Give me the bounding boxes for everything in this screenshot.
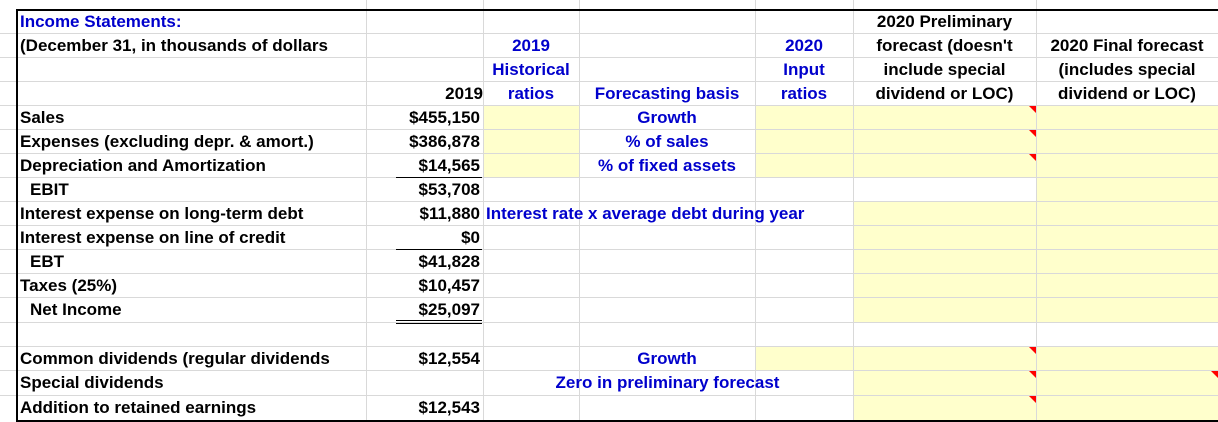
col-header-prelim-4: dividend or LOC) xyxy=(875,84,1014,103)
final-forecast-cells-top[interactable] xyxy=(1037,177,1218,201)
row-label-common-dividends: Common dividends (regular dividends xyxy=(20,349,330,368)
col-header-input-3: ratios xyxy=(780,84,828,103)
underline-net-income-1 xyxy=(396,320,482,321)
sheet-subtitle: (December 31, in thousands of dollars xyxy=(20,36,328,55)
col-header-hist-3: ratios xyxy=(507,84,555,103)
row-label-ebit: EBIT xyxy=(30,180,69,199)
basis-special-dividends: Zero in preliminary forecast xyxy=(555,373,780,392)
col-header-prelim-1: 2020 Preliminary xyxy=(876,12,1013,31)
col-header-final-1: 2020 Final forecast xyxy=(1050,36,1204,55)
forecast-cells-mid[interactable] xyxy=(853,201,1218,322)
value-expenses[interactable]: $386,878 xyxy=(409,132,480,151)
comment-marker-depreciation[interactable] xyxy=(1029,154,1036,161)
sheet-title: Income Statements: xyxy=(20,12,182,31)
row-label-depreciation: Depreciation and Amortization xyxy=(20,156,266,175)
input-ratio-cells[interactable] xyxy=(755,106,853,177)
forecast-cells-dividends[interactable] xyxy=(853,347,1218,422)
row-label-ebt: EBT xyxy=(30,252,64,271)
value-ebt[interactable]: $41,828 xyxy=(418,252,480,271)
comment-marker-special-final[interactable] xyxy=(1211,371,1218,378)
basis-common-dividends: Growth xyxy=(637,349,697,368)
value-interest-ltd[interactable]: $11,880 xyxy=(419,204,480,223)
row-label-interest-loc: Interest expense on line of credit xyxy=(20,228,286,247)
col-header-hist-2: Historical xyxy=(492,60,570,79)
col-header-hist-1: 2019 xyxy=(512,36,550,55)
comment-marker-special[interactable] xyxy=(1029,371,1036,378)
row-label-net-income: Net Income xyxy=(30,300,122,319)
value-net-income[interactable]: $25,097 xyxy=(418,300,480,319)
comment-marker-sales[interactable] xyxy=(1029,106,1036,113)
row-label-expenses: Expenses (excluding depr. & amort.) xyxy=(20,132,314,151)
value-depreciation[interactable]: $14,565 xyxy=(418,156,480,175)
row-label-taxes: Taxes (25%) xyxy=(20,276,118,295)
col-header-input-1: 2020 xyxy=(785,36,823,55)
basis-interest-ltd: Interest rate x average debt during year xyxy=(486,204,805,223)
col-header-final-2: (includes special xyxy=(1058,60,1196,79)
basis-expenses: % of sales xyxy=(625,132,709,151)
comment-marker-retained[interactable] xyxy=(1029,396,1036,403)
underline-ebit xyxy=(396,177,482,178)
comment-marker-dividends[interactable] xyxy=(1029,347,1036,354)
value-special-dividends[interactable] xyxy=(367,371,480,395)
row-label-retained-earnings: Addition to retained earnings xyxy=(20,398,257,417)
value-sales[interactable]: $455,150 xyxy=(409,108,480,127)
row-label-sales: Sales xyxy=(20,108,65,127)
value-interest-loc[interactable]: $0 xyxy=(461,228,480,247)
underline-ebt xyxy=(396,249,482,250)
basis-sales: Growth xyxy=(637,108,697,127)
basis-depreciation: % of fixed assets xyxy=(598,156,736,175)
value-retained-earnings[interactable]: $12,543 xyxy=(418,398,480,417)
underline-net-income-2 xyxy=(396,323,482,324)
hist-ratio-cell-sales[interactable] xyxy=(484,106,579,129)
col-header-final-3: dividend or LOC) xyxy=(1058,84,1196,103)
value-common-dividends[interactable]: $12,554 xyxy=(418,349,480,368)
col-header-2019: 2019 xyxy=(445,84,483,103)
prelim-forecast-cells-top[interactable] xyxy=(853,106,1218,177)
value-ebit[interactable]: $53,708 xyxy=(418,180,480,199)
col-header-input-2: Input xyxy=(783,60,825,79)
row-label-interest-ltd: Interest expense on long-term debt xyxy=(20,204,304,223)
col-header-prelim-3: include special xyxy=(883,60,1006,79)
value-taxes[interactable]: $10,457 xyxy=(418,276,480,295)
col-header-basis: Forecasting basis xyxy=(594,84,740,103)
row-label-special-dividends: Special dividends xyxy=(20,373,164,392)
input-ratio-dividend-cell[interactable] xyxy=(755,347,853,370)
comment-marker-expenses[interactable] xyxy=(1029,130,1036,137)
col-header-prelim-2: forecast (doesn't xyxy=(876,36,1013,55)
